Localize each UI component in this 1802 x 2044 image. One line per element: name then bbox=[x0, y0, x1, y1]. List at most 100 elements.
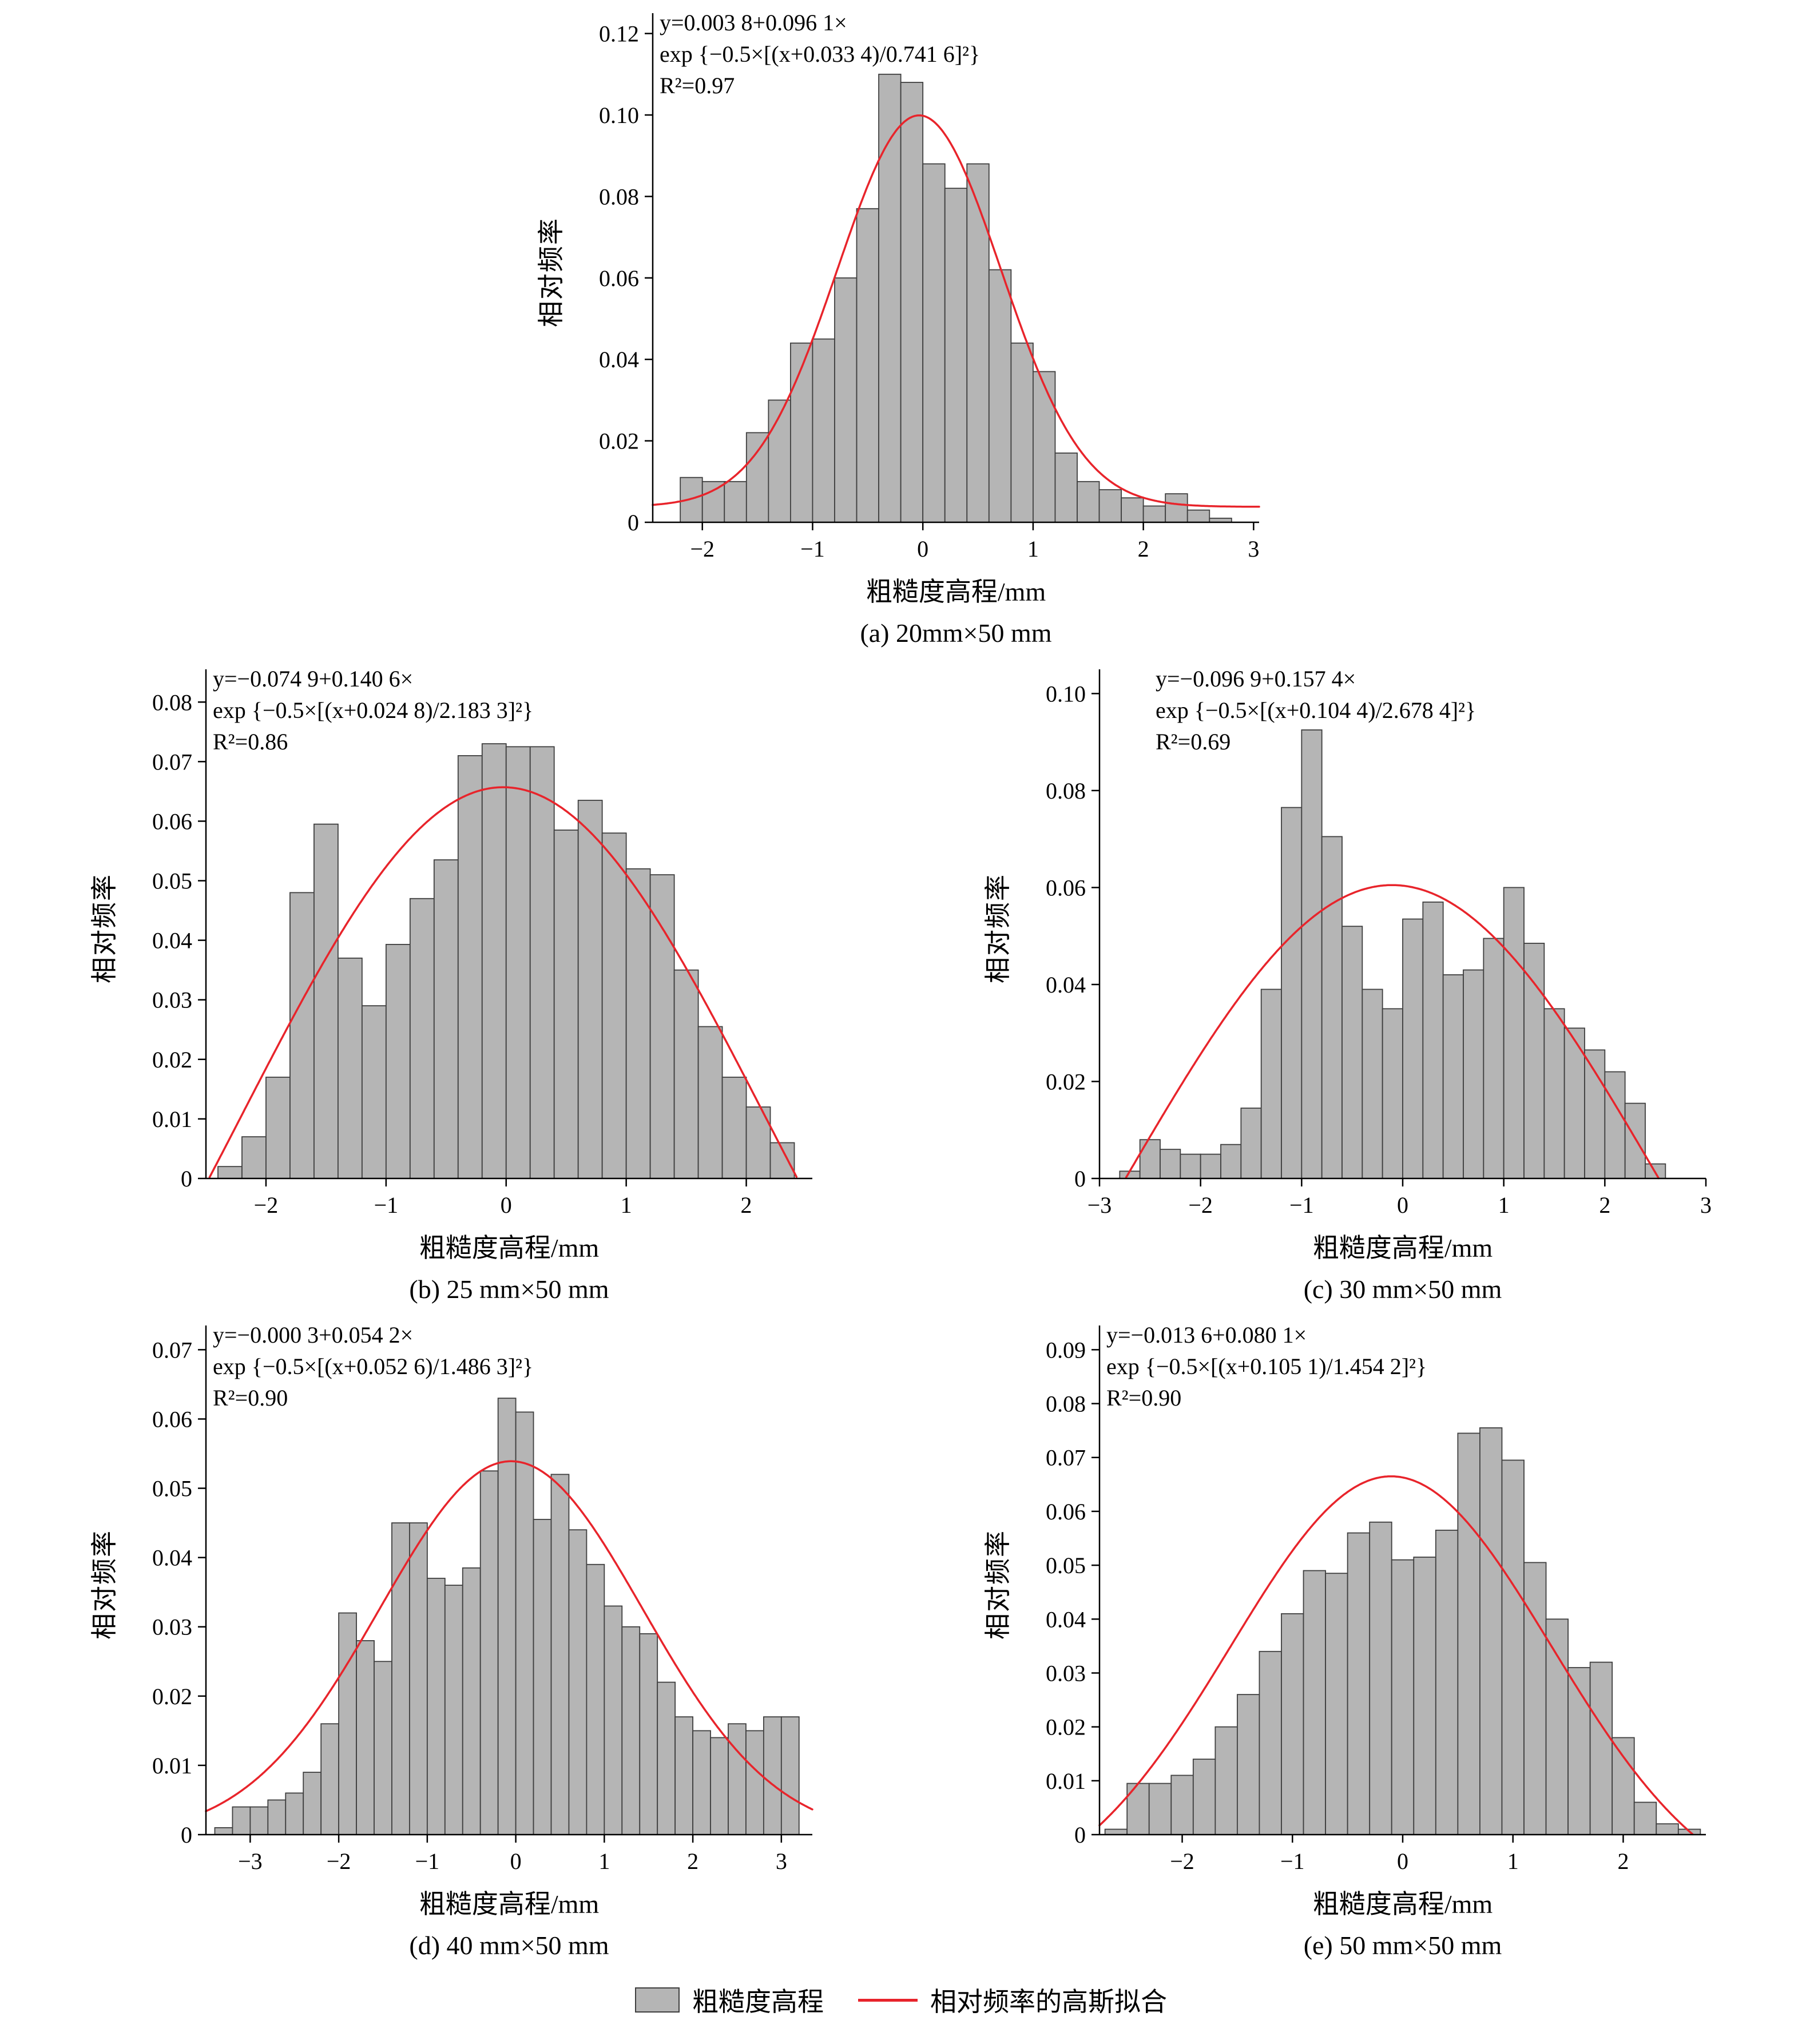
svg-text:0.02: 0.02 bbox=[599, 428, 639, 454]
svg-text:0.04: 0.04 bbox=[152, 1545, 192, 1571]
r-squared-value: R²=0.69 bbox=[1156, 729, 1231, 755]
svg-text:−1: −1 bbox=[1280, 1848, 1305, 1874]
r-squared-value: R²=0.90 bbox=[1106, 1385, 1182, 1411]
svg-text:0.04: 0.04 bbox=[599, 347, 639, 372]
equation-line-2: exp {−0.5×[(x+0.105 1)/1.454 2]²} bbox=[1106, 1354, 1427, 1380]
svg-text:0.06: 0.06 bbox=[599, 265, 639, 291]
svg-text:0: 0 bbox=[181, 1822, 192, 1848]
svg-text:0.04: 0.04 bbox=[152, 928, 192, 954]
svg-text:1: 1 bbox=[1498, 1192, 1510, 1218]
svg-text:0.01: 0.01 bbox=[1046, 1768, 1086, 1794]
svg-text:0.02: 0.02 bbox=[1046, 1069, 1086, 1094]
chart-a: 相对频率 0 0.02 0.04 0.06 0.08 0.10 0.12 −2 −1 0 1 2 3 y… bbox=[531, 5, 1271, 648]
svg-text:0.05: 0.05 bbox=[152, 868, 192, 894]
y-axis-label: 相对频率 bbox=[983, 1529, 1013, 1640]
svg-text:1: 1 bbox=[1027, 536, 1039, 562]
svg-text:−3: −3 bbox=[1087, 1192, 1112, 1218]
svg-text:3: 3 bbox=[1700, 1192, 1712, 1218]
fit-equation-d: y=−0.000 3+0.054 2× exp {−0.5×[(x+0.052 … bbox=[213, 1319, 533, 1414]
row-top: 相对频率 0 0.02 0.04 0.06 0.08 0.10 0.12 −2 −1 0 1 2 3 y… bbox=[0, 5, 1802, 648]
svg-text:−2: −2 bbox=[1188, 1192, 1213, 1218]
svg-text:1: 1 bbox=[1507, 1848, 1519, 1874]
fit-equation-e: y=−0.013 6+0.080 1× exp {−0.5×[(x+0.105 … bbox=[1106, 1319, 1427, 1414]
svg-text:−2: −2 bbox=[1170, 1848, 1194, 1874]
svg-text:3: 3 bbox=[776, 1848, 787, 1874]
y-axis-label-wrap-d: 相对频率 bbox=[85, 1317, 120, 1960]
equation-line-2: exp {−0.5×[(x+0.024 8)/2.183 3]²} bbox=[213, 697, 534, 724]
svg-text:0: 0 bbox=[510, 1848, 522, 1874]
svg-text:3: 3 bbox=[1248, 536, 1259, 562]
svg-text:0: 0 bbox=[1074, 1166, 1086, 1192]
legend-label-fit: 相对频率的高斯拟合 bbox=[930, 1987, 1167, 2017]
svg-text:2: 2 bbox=[687, 1848, 698, 1874]
x-axis-label: 粗糙度高程/mm bbox=[419, 1233, 600, 1263]
svg-text:1: 1 bbox=[621, 1192, 632, 1218]
equation-line-1: y=−0.096 9+0.157 4× bbox=[1156, 666, 1356, 692]
x-axis-label: 粗糙度高程/mm bbox=[1312, 1233, 1493, 1263]
svg-text:0.04: 0.04 bbox=[1046, 1606, 1086, 1632]
svg-text:0.08: 0.08 bbox=[599, 184, 639, 209]
y-axis-label: 相对频率 bbox=[90, 1529, 119, 1640]
fit-equation-a: y=0.003 8+0.096 1× exp {−0.5×[(x+0.033 4… bbox=[660, 7, 980, 102]
r-squared-value: R²=0.86 bbox=[213, 729, 288, 755]
svg-text:2: 2 bbox=[1138, 536, 1149, 562]
y-axis-label-wrap-c: 相对频率 bbox=[978, 661, 1014, 1304]
x-axis-label: 粗糙度高程/mm bbox=[866, 577, 1046, 606]
svg-text:−1: −1 bbox=[415, 1848, 440, 1874]
svg-text:−1: −1 bbox=[1289, 1192, 1314, 1218]
svg-text:2: 2 bbox=[741, 1192, 752, 1218]
svg-text:0.01: 0.01 bbox=[152, 1106, 192, 1132]
chart-e: 相对频率 0 0.01 0.02 0.03 0.04 0.05 0.06 0.07 0.08 0.… bbox=[978, 1317, 1717, 1960]
svg-text:0: 0 bbox=[1074, 1822, 1086, 1848]
svg-text:0.10: 0.10 bbox=[1046, 681, 1086, 707]
svg-text:0.03: 0.03 bbox=[152, 1614, 192, 1640]
chart-caption: (b) 25 mm×50 mm bbox=[409, 1275, 609, 1304]
svg-text:0: 0 bbox=[181, 1166, 192, 1192]
chart-b: 相对频率 0 0.01 0.02 0.03 0.04 0.05 0.06 0.07 0.08 −2… bbox=[85, 661, 824, 1304]
svg-text:0.05: 0.05 bbox=[1046, 1553, 1086, 1578]
row-middle: 相对频率 0 0.01 0.02 0.03 0.04 0.05 0.06 0.07 0.08 −2… bbox=[0, 661, 1802, 1304]
svg-text:0.07: 0.07 bbox=[152, 749, 192, 775]
svg-text:0.02: 0.02 bbox=[152, 1047, 192, 1073]
histogram-plot-e: 0 0.01 0.02 0.03 0.04 0.05 0.06 0.07 0.08 0.09 −2 −… bbox=[1046, 1325, 1706, 1874]
svg-text:0.01: 0.01 bbox=[152, 1753, 192, 1779]
chart-d: 相对频率 0 0.01 0.02 0.03 0.04 0.05 0.06 0.07 −3 −2 −1… bbox=[85, 1317, 824, 1960]
fit-line-icon bbox=[858, 1998, 918, 2002]
chart-caption: (d) 40 mm×50 mm bbox=[409, 1931, 609, 1960]
equation-line-1: y=−0.000 3+0.054 2× bbox=[213, 1322, 414, 1348]
histogram-plot-b: 0 0.01 0.02 0.03 0.04 0.05 0.06 0.07 0.08 −2 −1 0 1 2 bbox=[152, 669, 812, 1218]
svg-text:0.10: 0.10 bbox=[599, 102, 639, 128]
svg-text:0: 0 bbox=[1397, 1848, 1408, 1874]
histogram-plot-a: 0 0.02 0.04 0.06 0.08 0.10 0.12 −2 −1 0 1 2 3 bbox=[599, 13, 1260, 562]
svg-text:0.07: 0.07 bbox=[1046, 1445, 1086, 1471]
svg-text:0: 0 bbox=[1397, 1192, 1408, 1218]
svg-text:0: 0 bbox=[501, 1192, 512, 1218]
svg-text:0.05: 0.05 bbox=[152, 1476, 192, 1502]
svg-text:0.09: 0.09 bbox=[1046, 1337, 1086, 1363]
equation-line-1: y=−0.013 6+0.080 1× bbox=[1106, 1322, 1307, 1348]
svg-text:0.06: 0.06 bbox=[152, 808, 192, 834]
svg-text:−1: −1 bbox=[800, 536, 825, 562]
svg-text:0.08: 0.08 bbox=[1046, 778, 1086, 804]
equation-line-2: exp {−0.5×[(x+0.052 6)/1.486 3]²} bbox=[213, 1354, 534, 1380]
svg-text:−3: −3 bbox=[238, 1848, 263, 1874]
svg-text:0.06: 0.06 bbox=[1046, 875, 1086, 900]
legend-label-histogram: 粗糙度高程 bbox=[692, 1987, 824, 2017]
legend: 粗糙度高程 相对频率的高斯拟合 bbox=[635, 1981, 1167, 2019]
svg-text:0.02: 0.02 bbox=[1046, 1714, 1086, 1740]
svg-text:0.06: 0.06 bbox=[152, 1406, 192, 1432]
svg-text:0.04: 0.04 bbox=[1046, 972, 1086, 998]
svg-text:0.02: 0.02 bbox=[152, 1684, 192, 1709]
equation-line-2: exp {−0.5×[(x+0.104 4)/2.678 4]²} bbox=[1156, 697, 1476, 724]
histogram-plot-d: 0 0.01 0.02 0.03 0.04 0.05 0.06 0.07 −3 −2 −1 0 1 2 3 bbox=[152, 1325, 813, 1874]
y-axis-label: 相对频率 bbox=[537, 217, 566, 327]
legend-item-fit: 相对频率的高斯拟合 bbox=[858, 1981, 1167, 2019]
fit-equation-b: y=−0.074 9+0.140 6× exp {−0.5×[(x+0.024 … bbox=[213, 663, 533, 758]
chart-caption: (c) 30 mm×50 mm bbox=[1303, 1275, 1502, 1304]
fit-equation-c: y=−0.096 9+0.157 4× exp {−0.5×[(x+0.104 … bbox=[1156, 663, 1476, 758]
svg-text:0: 0 bbox=[628, 510, 639, 535]
equation-line-2: exp {−0.5×[(x+0.033 4)/0.741 6]²} bbox=[660, 41, 981, 68]
y-axis-label-wrap-b: 相对频率 bbox=[85, 661, 120, 1304]
svg-text:−2: −2 bbox=[327, 1848, 351, 1874]
